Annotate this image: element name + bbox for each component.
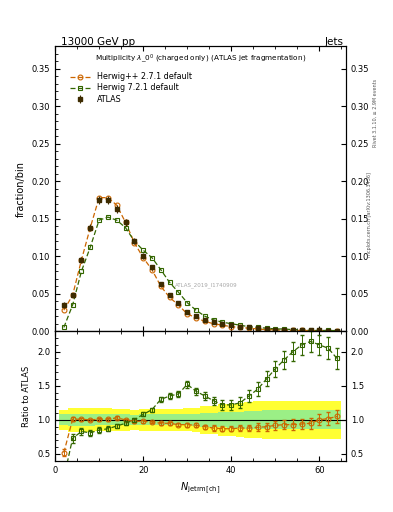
Line: Herwig 7.2.1 default: Herwig 7.2.1 default (61, 215, 340, 333)
Herwig++ 2.7.1 default (211, 321, 216, 327)
Herwig++ 2.7.1 default (88, 225, 93, 231)
Herwig 7.2.1 default (299, 327, 304, 333)
Herwig 7.2.1 default (273, 326, 278, 332)
Line: Herwig++ 2.7.1 default: Herwig++ 2.7.1 default (61, 195, 340, 333)
Herwig++ 2.7.1 default (229, 324, 233, 330)
Herwig 7.2.1 default (123, 225, 128, 231)
Herwig 7.2.1 default (202, 313, 207, 319)
Herwig 7.2.1 default (185, 300, 189, 306)
Herwig 7.2.1 default (229, 321, 233, 327)
Herwig++ 2.7.1 default (176, 302, 181, 308)
Herwig++ 2.7.1 default (255, 326, 260, 332)
Herwig++ 2.7.1 default (282, 327, 286, 333)
Herwig++ 2.7.1 default (106, 195, 110, 201)
Herwig 7.2.1 default (326, 327, 331, 333)
Herwig++ 2.7.1 default (326, 328, 331, 334)
Herwig++ 2.7.1 default (194, 314, 198, 321)
Y-axis label: Ratio to ATLAS: Ratio to ATLAS (22, 366, 31, 426)
Herwig++ 2.7.1 default (202, 318, 207, 325)
Herwig 7.2.1 default (61, 325, 66, 331)
Herwig 7.2.1 default (132, 238, 137, 244)
Herwig++ 2.7.1 default (185, 311, 189, 317)
Herwig 7.2.1 default (97, 217, 101, 223)
Herwig 7.2.1 default (220, 319, 225, 325)
Herwig++ 2.7.1 default (79, 257, 84, 263)
Herwig 7.2.1 default (176, 289, 181, 295)
Herwig++ 2.7.1 default (141, 254, 145, 261)
Herwig++ 2.7.1 default (132, 240, 137, 246)
Herwig 7.2.1 default (79, 268, 84, 274)
Herwig 7.2.1 default (255, 325, 260, 331)
Herwig 7.2.1 default (114, 217, 119, 223)
Text: ATLAS_2019_I1740909: ATLAS_2019_I1740909 (175, 283, 237, 288)
Herwig 7.2.1 default (308, 327, 313, 333)
Herwig 7.2.1 default (70, 302, 75, 308)
Herwig++ 2.7.1 default (61, 307, 66, 313)
Herwig 7.2.1 default (211, 317, 216, 323)
Herwig++ 2.7.1 default (246, 325, 251, 331)
Herwig 7.2.1 default (158, 267, 163, 273)
Herwig 7.2.1 default (317, 327, 322, 333)
Herwig++ 2.7.1 default (123, 219, 128, 225)
Herwig 7.2.1 default (141, 247, 145, 253)
Herwig++ 2.7.1 default (114, 202, 119, 208)
Herwig++ 2.7.1 default (264, 327, 269, 333)
Herwig 7.2.1 default (282, 326, 286, 332)
Herwig++ 2.7.1 default (308, 328, 313, 334)
Herwig 7.2.1 default (194, 307, 198, 313)
Herwig++ 2.7.1 default (167, 294, 172, 301)
Herwig++ 2.7.1 default (290, 327, 295, 333)
Herwig++ 2.7.1 default (97, 195, 101, 201)
Y-axis label: fraction/bin: fraction/bin (16, 161, 26, 217)
Herwig++ 2.7.1 default (317, 328, 322, 334)
Herwig 7.2.1 default (238, 322, 242, 328)
Herwig++ 2.7.1 default (150, 267, 154, 273)
Text: mcplots.cern.ch [arXiv:1306.3436]: mcplots.cern.ch [arXiv:1306.3436] (367, 173, 372, 258)
Text: Rivet 3.1.10, ≥ 2.9M events: Rivet 3.1.10, ≥ 2.9M events (373, 78, 378, 147)
Text: Multiplicity $\lambda\_0^0$ (charged only) (ATLAS jet fragmentation): Multiplicity $\lambda\_0^0$ (charged onl… (95, 52, 306, 65)
Herwig 7.2.1 default (335, 328, 340, 334)
Herwig 7.2.1 default (88, 244, 93, 250)
Herwig 7.2.1 default (290, 327, 295, 333)
Herwig++ 2.7.1 default (238, 325, 242, 331)
Herwig 7.2.1 default (106, 214, 110, 220)
Herwig 7.2.1 default (150, 254, 154, 261)
Herwig++ 2.7.1 default (335, 328, 340, 334)
Herwig 7.2.1 default (264, 325, 269, 331)
Text: 13000 GeV pp: 13000 GeV pp (61, 37, 135, 47)
X-axis label: $N_{\mathrm{jetrm[ch]}}$: $N_{\mathrm{jetrm[ch]}}$ (180, 480, 220, 496)
Herwig++ 2.7.1 default (299, 327, 304, 333)
Herwig++ 2.7.1 default (158, 283, 163, 289)
Legend: Herwig++ 2.7.1 default, Herwig 7.2.1 default, ATLAS: Herwig++ 2.7.1 default, Herwig 7.2.1 def… (68, 70, 194, 106)
Herwig++ 2.7.1 default (220, 322, 225, 328)
Herwig 7.2.1 default (246, 324, 251, 330)
Herwig++ 2.7.1 default (70, 292, 75, 298)
Herwig 7.2.1 default (167, 280, 172, 286)
Herwig++ 2.7.1 default (273, 327, 278, 333)
Text: Jets: Jets (325, 37, 344, 47)
